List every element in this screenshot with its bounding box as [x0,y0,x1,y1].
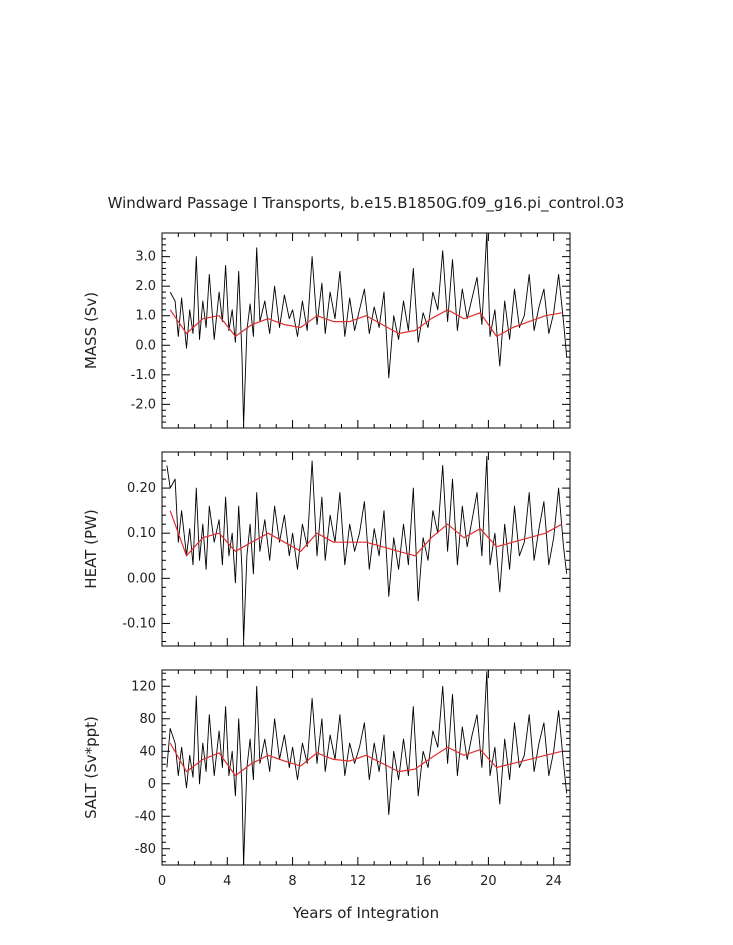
x-tick-label: 12 [350,874,367,889]
heat-panel: -0.10 0.00 0.10 0.20 HEAT (PW) [82,451,571,647]
x-tick-label: 0 [158,874,166,889]
y-tick-label: 120 [131,679,156,694]
smoothed-series-line [169,309,562,337]
figure-title: Windward Passage I Transports, b.e15.B18… [108,194,625,213]
raw-series-line [169,232,568,426]
y-tick-label: 0.00 [127,571,156,586]
y-tick-label: -40 [135,809,156,824]
x-tick-label: 4 [223,874,231,889]
y-axis-label: HEAT (PW) [82,509,100,588]
y-tick-label: -0.10 [122,616,156,631]
smoothed-series-line [169,510,563,557]
y-tick-label: 0.20 [127,481,156,496]
y-tick-label: -2.0 [131,397,156,412]
y-tick-label: 0.0 [135,338,156,353]
raw-series-line [166,671,568,866]
y-tick-label: -1.0 [131,368,156,383]
y-tick-label: 0.10 [127,526,156,541]
smoothed-series-line [169,742,562,777]
x-tick-label: 16 [415,874,432,889]
raw-series-line [166,456,568,642]
y-tick-label: 0 [148,777,156,792]
y-tick-label: 40 [139,744,156,759]
y-axis-label: MASS (Sv) [82,292,100,369]
x-axis-label: Years of Integration [292,904,439,922]
y-axis-label: SALT (Sv*ppt) [82,716,100,819]
x-tick-label: 24 [545,874,562,889]
y-tick-label: 80 [139,712,156,727]
x-tick-label: 20 [480,874,497,889]
y-tick-label: 2.0 [135,279,156,294]
y-tick-label: 1.0 [135,309,156,324]
salt-panel: -80 -40 0 40 80 120 0 4 8 12 16 20 24 SALT (Sv*ppt) [82,669,571,889]
plot-frame [161,451,571,647]
y-tick-label: -80 [135,842,156,857]
plot-frame [161,669,571,866]
y-tick-label: 3.0 [135,250,156,265]
plot-frame [161,232,571,429]
mass-panel: -2.0 -1.0 0.0 1.0 2.0 3.0 MASS (Sv) [82,232,571,429]
x-tick-label: 8 [288,874,296,889]
